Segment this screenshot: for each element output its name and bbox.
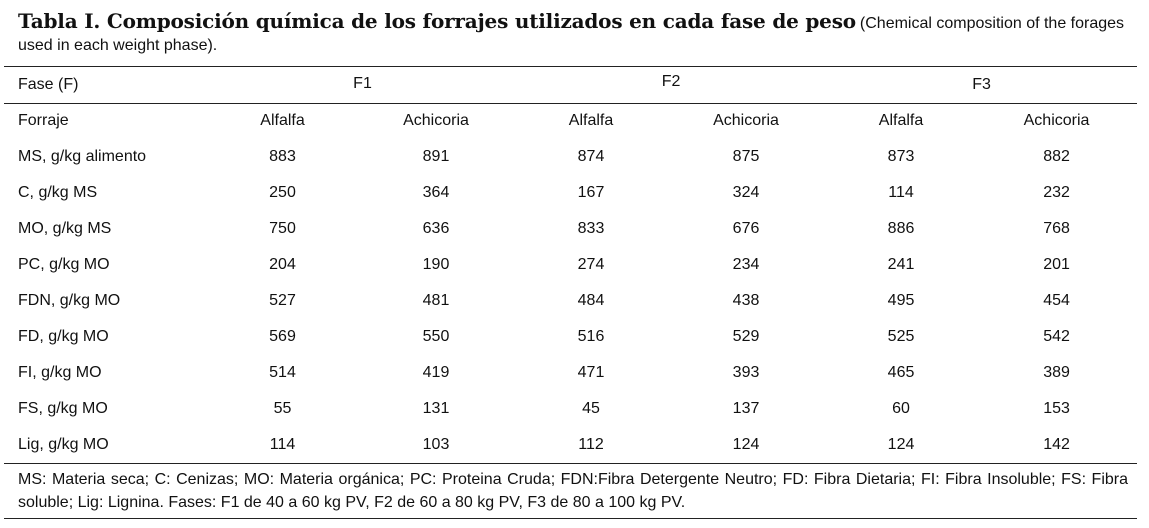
table-cell: 525 <box>887 328 915 345</box>
table-cell: 874 <box>577 148 605 165</box>
table-cell: 516 <box>577 328 605 345</box>
row-label: PC, g/kg MO <box>18 256 110 273</box>
table-cell: 527 <box>269 292 296 309</box>
table-cell: 481 <box>422 292 450 309</box>
table-cell: 514 <box>269 364 296 381</box>
table-caption: Tabla I. Composición química de los forr… <box>18 10 1136 57</box>
table-cell: 419 <box>422 364 450 381</box>
table-cell: 454 <box>1043 292 1070 309</box>
table-cell: 103 <box>422 436 450 453</box>
row-label: Lig, g/kg MO <box>18 436 109 453</box>
phase-f1: F1 <box>353 75 372 92</box>
table-row: Lig, g/kg MO 114 103 112 124 124 142 <box>4 427 1137 463</box>
forage-f3-alfalfa: Alfalfa <box>878 112 924 129</box>
table-cell: 204 <box>269 256 296 273</box>
table-cell: 550 <box>422 328 450 345</box>
row-label: C, g/kg MS <box>18 184 98 201</box>
table-cell: 393 <box>732 364 760 381</box>
table-cell: 891 <box>422 148 450 165</box>
composition-table: Fase (F) F1 F2 F3 Forraje Alfalfa Achico… <box>4 67 1137 463</box>
table-cell: 234 <box>732 256 760 273</box>
fase-label: Fase (F) <box>18 76 79 93</box>
table-cell: 495 <box>887 292 915 309</box>
table-cell: 241 <box>887 256 915 273</box>
table-cell: 882 <box>1043 148 1070 165</box>
row-label: MO, g/kg MS <box>18 220 112 237</box>
table-cell: 886 <box>887 220 915 237</box>
table-cell: 131 <box>422 400 450 417</box>
table-cell: 883 <box>269 148 296 165</box>
header-rule <box>4 103 1137 104</box>
forage-f2-achicoria: Achicoria <box>713 112 779 129</box>
table-cell: 114 <box>269 436 296 453</box>
row-label: FS, g/kg MO <box>18 400 108 417</box>
phase-header-row: Fase (F) F1 F2 F3 <box>4 67 1137 103</box>
table-row: FI, g/kg MO 514 419 471 393 465 389 <box>4 355 1137 391</box>
forage-f3-achicoria: Achicoria <box>1023 112 1090 129</box>
table-row: FS, g/kg MO 55 131 45 137 60 153 <box>4 391 1137 427</box>
table-cell: 232 <box>1043 184 1070 201</box>
row-label: FD, g/kg MO <box>18 328 109 345</box>
table-cell: 124 <box>887 436 915 453</box>
table-cell: 750 <box>269 220 296 237</box>
table-cell: 45 <box>582 400 600 417</box>
table-cell: 364 <box>422 184 450 201</box>
table-cell: 250 <box>269 184 296 201</box>
table-cell: 389 <box>1043 364 1070 381</box>
row-label: MS, g/kg alimento <box>18 148 147 165</box>
top-rule <box>4 66 1137 67</box>
table-cell: 875 <box>732 148 760 165</box>
forage-f1-alfalfa: Alfalfa <box>260 112 305 129</box>
table-row: FDN, g/kg MO 527 481 484 438 495 454 <box>4 283 1137 319</box>
table-cell: 153 <box>1043 400 1070 417</box>
caption-english: (Chemical composition of the forages use… <box>18 15 1125 54</box>
forraje-label: Forraje <box>18 112 69 129</box>
table-cell: 833 <box>577 220 605 237</box>
table-cell: 465 <box>887 364 915 381</box>
table-cell: 274 <box>577 256 605 273</box>
row-label: FDN, g/kg MO <box>18 292 121 309</box>
table-cell: 569 <box>269 328 296 345</box>
table-cell: 124 <box>732 436 760 453</box>
caption-title: Tabla I. Composición química de los forr… <box>18 9 856 33</box>
table-cell: 542 <box>1043 328 1070 345</box>
table-cell: 438 <box>732 292 760 309</box>
table-cell: 112 <box>578 436 604 453</box>
forage-f2-alfalfa: Alfalfa <box>568 112 614 129</box>
table-cell: 676 <box>732 220 760 237</box>
table-cell: 55 <box>273 400 292 417</box>
table-cell: 114 <box>888 184 914 201</box>
table-cell: 768 <box>1043 220 1070 237</box>
table-cell: 324 <box>732 184 760 201</box>
phase-f3: F3 <box>972 76 991 93</box>
row-label: FI, g/kg MO <box>18 364 102 381</box>
table-cell: 167 <box>577 184 605 201</box>
table-row: PC, g/kg MO 204 190 274 234 241 201 <box>4 247 1137 283</box>
forage-header-row: Forraje Alfalfa Achicoria Alfalfa Achico… <box>4 103 1137 139</box>
phase-f2: F2 <box>661 73 681 90</box>
table-cell: 142 <box>1043 436 1070 453</box>
table-row: MS, g/kg alimento 883 891 874 875 873 882 <box>4 139 1137 175</box>
table-cell: 190 <box>422 256 450 273</box>
footnote-bottom-rule <box>4 518 1137 519</box>
table-cell: 201 <box>1043 256 1070 273</box>
table-cell: 529 <box>732 328 760 345</box>
table-footnote: MS: Materia seca; C: Cenizas; MO: Materi… <box>18 471 1128 511</box>
table-row: MO, g/kg MS 750 636 833 676 886 768 <box>4 211 1137 247</box>
table-cell: 471 <box>577 364 605 381</box>
table-cell: 60 <box>892 400 910 417</box>
table-row: FD, g/kg MO 569 550 516 529 525 542 <box>4 319 1137 355</box>
table-cell: 873 <box>887 148 915 165</box>
forage-f1-achicoria: Achicoria <box>403 112 469 129</box>
table-row: C, g/kg MS 250 364 167 324 114 232 <box>4 175 1137 211</box>
table-cell: 137 <box>732 400 760 417</box>
table-cell: 484 <box>577 292 605 309</box>
body-bottom-rule <box>4 463 1137 464</box>
table-cell: 636 <box>422 220 450 237</box>
